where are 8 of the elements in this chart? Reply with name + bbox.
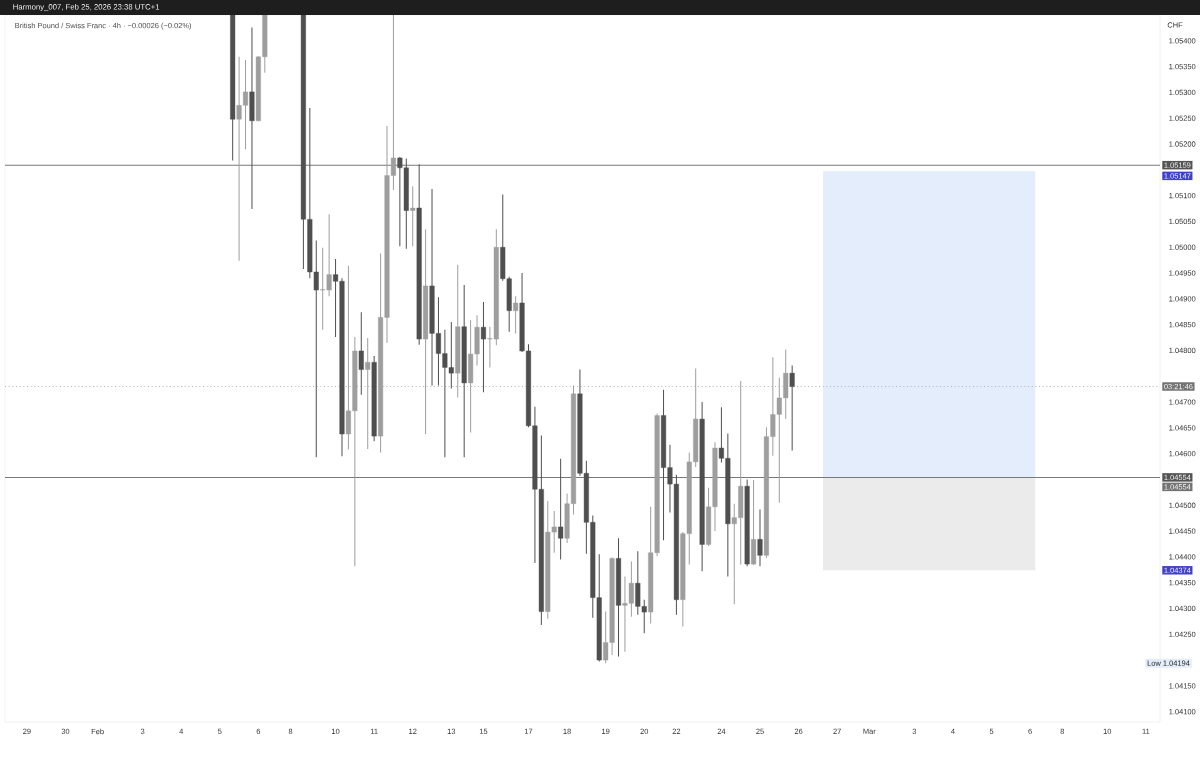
candlestick: [480, 301, 486, 393]
candlestick: [558, 458, 564, 560]
candlestick: [410, 185, 416, 247]
candlestick: [365, 337, 371, 450]
candlestick: [789, 364, 795, 452]
candlestick: [513, 295, 519, 334]
candlestick: [358, 311, 364, 396]
candlestick: [757, 508, 763, 567]
